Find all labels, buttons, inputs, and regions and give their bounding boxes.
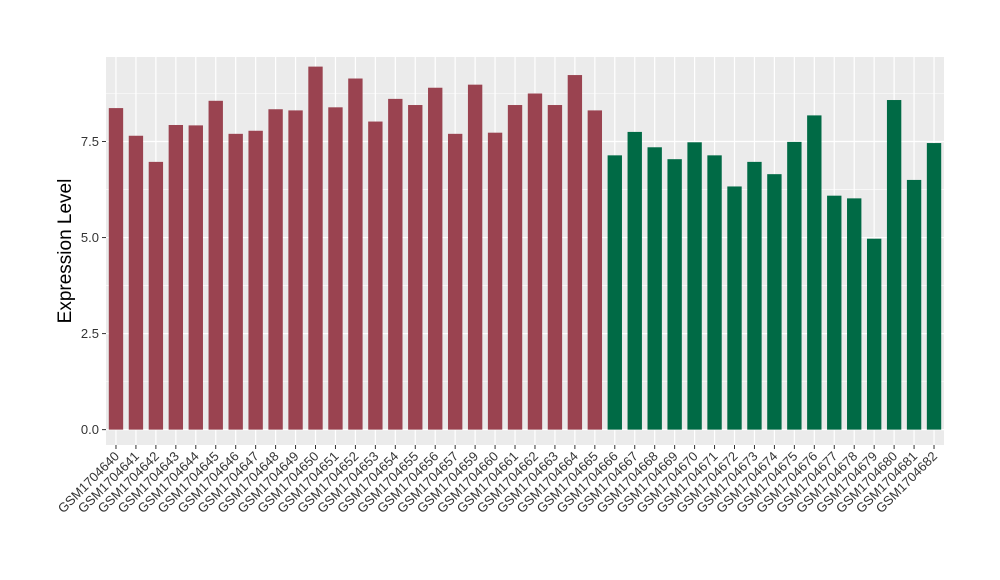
bar-GSM1704667 bbox=[627, 131, 642, 430]
bar-GSM1704649 bbox=[288, 110, 303, 430]
bar-GSM1704650 bbox=[308, 66, 323, 430]
bar-GSM1704644 bbox=[188, 125, 203, 430]
bar-GSM1704664 bbox=[567, 75, 583, 430]
bar-GSM1704646 bbox=[228, 133, 243, 430]
bar-GSM1704662 bbox=[527, 93, 543, 430]
bar-GSM1704656 bbox=[428, 87, 443, 430]
bar-GSM1704674 bbox=[767, 174, 782, 430]
bar-GSM1704678 bbox=[847, 198, 862, 430]
y-axis-title: Expression Level bbox=[55, 179, 76, 324]
bar-GSM1704676 bbox=[807, 115, 822, 430]
bars bbox=[108, 66, 942, 430]
bar-GSM1704672 bbox=[727, 186, 742, 430]
bar-GSM1704653 bbox=[368, 121, 383, 430]
bar-GSM1704641 bbox=[128, 135, 144, 430]
bar-GSM1704677 bbox=[827, 195, 842, 430]
bar-GSM1704659 bbox=[467, 84, 483, 430]
plot-panel bbox=[106, 57, 944, 445]
bar-GSM1704663 bbox=[547, 105, 563, 430]
bar-GSM1704681 bbox=[906, 179, 922, 430]
y-axis: 0.0 2.5 5.0 7.5 bbox=[81, 134, 106, 437]
bar-GSM1704640 bbox=[108, 108, 124, 430]
bar-GSM1704643 bbox=[168, 124, 184, 430]
bar-GSM1704654 bbox=[388, 98, 403, 430]
y-tick-label: 0.0 bbox=[81, 422, 99, 437]
bar-GSM1704661 bbox=[507, 105, 523, 430]
y-tick-label: 7.5 bbox=[81, 134, 99, 149]
bar-GSM1704675 bbox=[787, 141, 802, 430]
bar-GSM1704668 bbox=[647, 147, 662, 430]
bar-GSM1704645 bbox=[208, 100, 223, 430]
bar-GSM1704651 bbox=[328, 107, 343, 430]
bar-GSM1704682 bbox=[926, 143, 942, 430]
bar-GSM1704679 bbox=[866, 238, 882, 430]
bar-GSM1704670 bbox=[687, 142, 702, 430]
bar-GSM1704648 bbox=[268, 109, 283, 430]
bar-GSM1704647 bbox=[248, 130, 263, 430]
bar-GSM1704671 bbox=[707, 155, 722, 430]
bar-GSM1704660 bbox=[487, 132, 503, 430]
bar-GSM1704665 bbox=[587, 110, 603, 430]
y-tick-label: 5.0 bbox=[81, 230, 99, 245]
bar-GSM1704642 bbox=[148, 161, 164, 430]
bar-GSM1704680 bbox=[886, 100, 902, 430]
x-axis: GSM1704640GSM1704641GSM1704642GSM1704643… bbox=[55, 445, 940, 516]
bar-GSM1704669 bbox=[667, 159, 682, 430]
bar-GSM1704652 bbox=[348, 78, 363, 430]
bar-GSM1704673 bbox=[747, 161, 762, 430]
bar-GSM1704655 bbox=[408, 105, 423, 430]
grid-minor bbox=[106, 93, 944, 382]
bar-GSM1704666 bbox=[607, 155, 622, 430]
y-tick-label: 2.5 bbox=[81, 326, 99, 341]
bar-GSM1704657 bbox=[447, 133, 463, 430]
